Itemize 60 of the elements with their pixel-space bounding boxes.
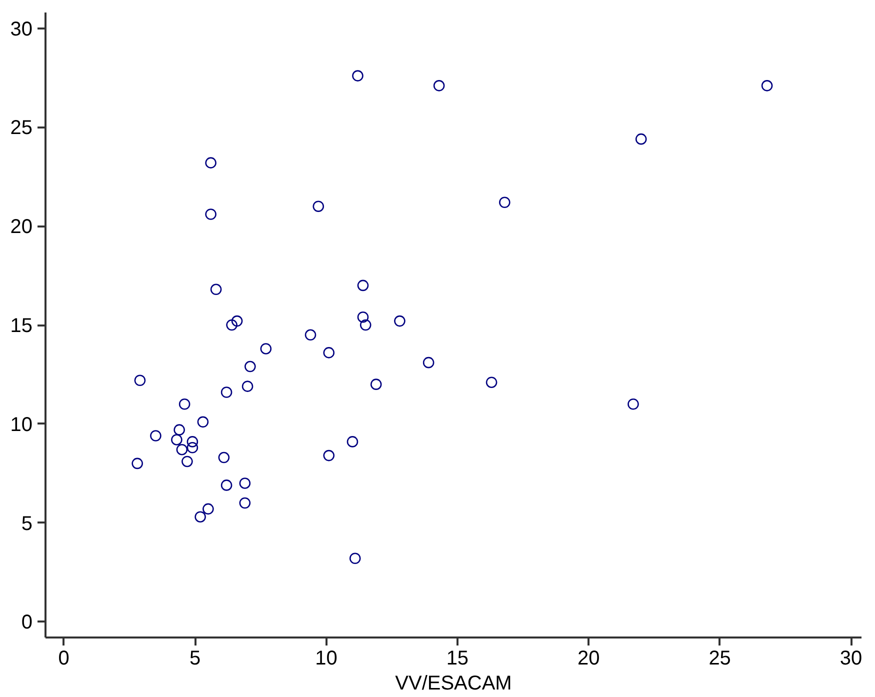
point [360, 319, 372, 331]
y-tick-label: 30 [10, 18, 33, 40]
point [197, 416, 209, 428]
y-tick-label: 20 [10, 216, 33, 238]
point [226, 319, 238, 331]
point [210, 284, 222, 296]
point [628, 398, 639, 410]
x-tick-label: 30 [840, 648, 862, 670]
point [205, 157, 216, 168]
point [186, 442, 198, 454]
point [218, 452, 230, 464]
x-tick-label: 5 [189, 648, 201, 670]
y-tick-label: 0 [21, 612, 32, 634]
x-tick-label: 0 [58, 648, 70, 670]
point [171, 434, 182, 446]
point [202, 503, 214, 515]
point [239, 497, 251, 509]
point [242, 380, 254, 392]
point [134, 374, 146, 386]
point [357, 311, 369, 323]
y-tick-label: 25 [10, 117, 33, 140]
point [239, 478, 251, 489]
point [132, 458, 143, 470]
point [174, 424, 185, 436]
point [370, 378, 382, 390]
point [357, 280, 369, 292]
point [260, 343, 272, 354]
y-tick-label: 10 [10, 414, 33, 436]
x-tick-label: 20 [578, 648, 600, 670]
point [323, 450, 335, 462]
point [150, 430, 162, 442]
point [323, 347, 335, 358]
y-tick-label: 15 [10, 315, 33, 337]
point [178, 398, 190, 410]
point [220, 480, 232, 491]
point [635, 133, 647, 145]
point [176, 444, 188, 456]
point [394, 315, 406, 327]
point [194, 511, 206, 522]
point [346, 436, 358, 448]
point [312, 200, 324, 212]
point [220, 386, 232, 398]
point [486, 376, 498, 388]
point [244, 360, 256, 372]
point [304, 329, 316, 341]
x-tick-label: 10 [315, 648, 338, 670]
point [352, 70, 364, 82]
x-tick-label: 25 [708, 648, 731, 670]
point [761, 80, 773, 92]
point [499, 196, 510, 208]
point [205, 208, 216, 220]
point [186, 436, 198, 448]
x-axis-title: VV/ESACAM [395, 672, 512, 694]
point [182, 456, 193, 468]
x-tick-label: 15 [446, 648, 469, 670]
point [231, 315, 243, 327]
y-tick-label: 5 [21, 512, 32, 535]
point [349, 552, 361, 564]
point [422, 356, 434, 368]
point [433, 80, 445, 92]
